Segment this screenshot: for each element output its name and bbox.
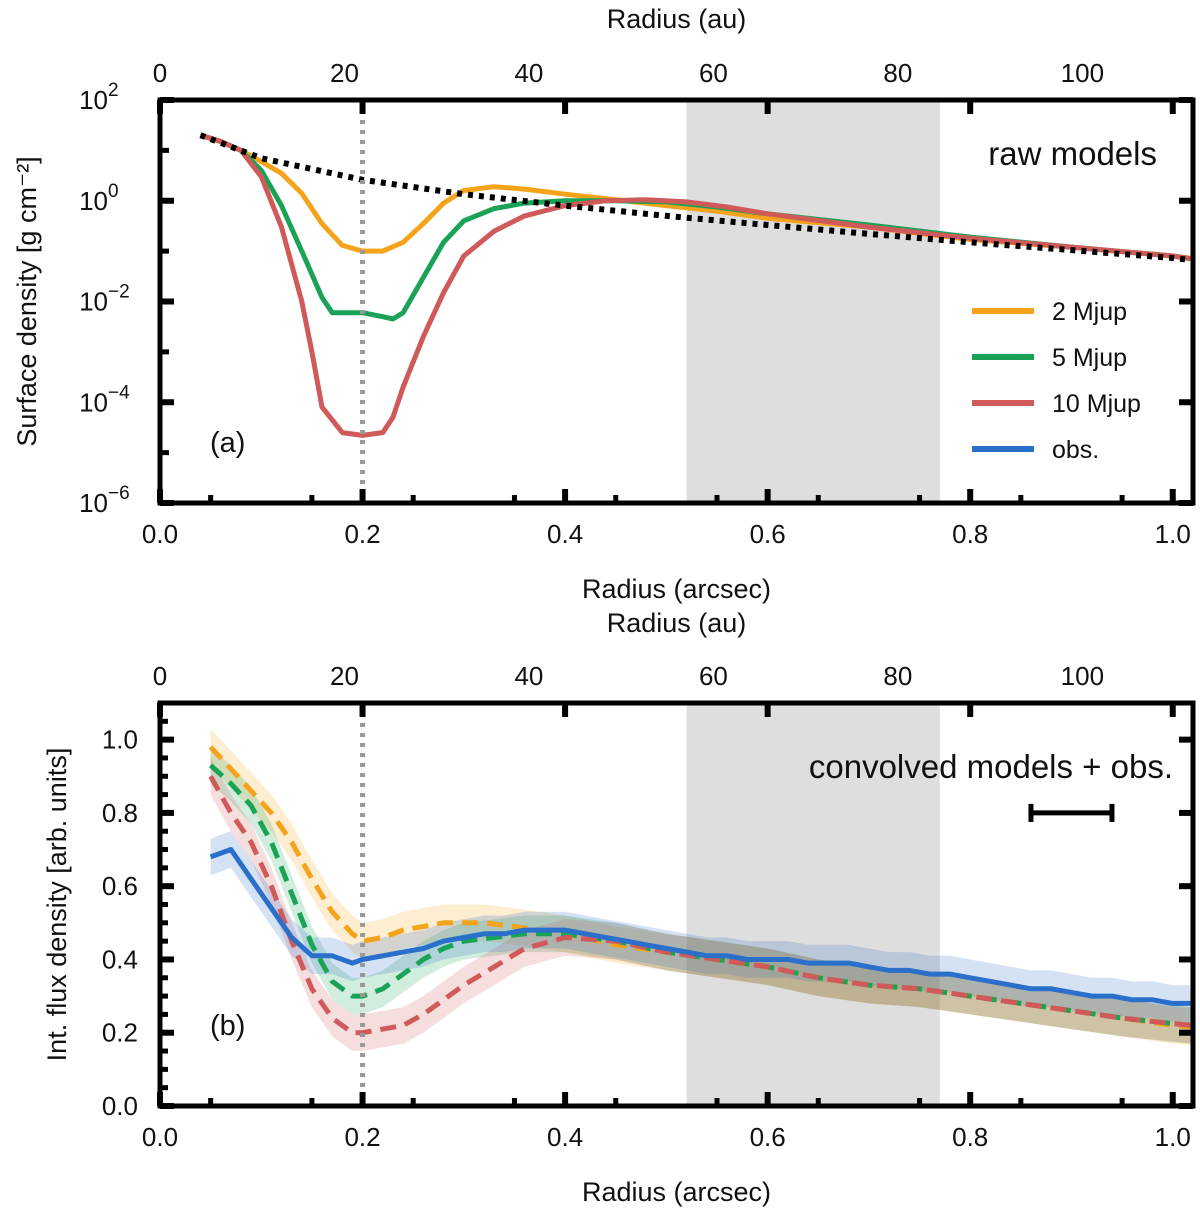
shaded-region <box>686 100 940 503</box>
panel-annotation: raw models <box>988 135 1157 172</box>
y-tick-exponent: −4 <box>108 382 130 403</box>
y-tick-exponent: 0 <box>108 181 119 202</box>
series-line <box>208 745 1194 1030</box>
y-tick-label: 0.4 <box>102 944 138 974</box>
y-axis-label: Surface density [g cm⁻²] <box>12 156 42 446</box>
series-line <box>208 763 1194 1028</box>
x2-tick-label: 0 <box>153 58 167 88</box>
x-tick-label: 0.8 <box>952 1122 988 1152</box>
plot-frame <box>157 700 1196 1109</box>
y-tick-label: 10 <box>79 186 108 216</box>
x2-tick-label: 20 <box>330 661 359 691</box>
y-tick-label: 10 <box>79 387 108 417</box>
panel-annotation: convolved models + obs. <box>809 748 1173 785</box>
x2-tick-label: 100 <box>1061 58 1104 88</box>
y-tick-label: 10 <box>79 488 108 518</box>
x2-tick-label: 40 <box>514 661 543 691</box>
y-tick-label: 0.8 <box>102 798 138 828</box>
y-tick-label: 0.0 <box>102 1091 138 1121</box>
uncertainty-band <box>210 758 1194 1051</box>
y-tick-label: 0.6 <box>102 871 138 901</box>
x-tick-label: 1.0 <box>1155 1122 1191 1152</box>
series-line <box>209 847 1193 1006</box>
x2-axis-label: Radius (au) <box>607 4 747 34</box>
x2-tick-label: 100 <box>1061 661 1104 691</box>
x-tick-label: 0.6 <box>750 519 786 549</box>
x2-tick-label: 80 <box>883 661 912 691</box>
x-axis-label: Radius (arcsec) <box>582 1177 771 1207</box>
legend-label: obs. <box>1052 436 1099 464</box>
y-tick-exponent: −6 <box>108 483 130 504</box>
x2-tick-label: 60 <box>699 661 728 691</box>
y-tick-label: 0.2 <box>102 1018 138 1048</box>
y-axis-label: Int. flux density [arb. units] <box>42 748 72 1062</box>
panel-label: (b) <box>210 1010 245 1042</box>
plot-frame <box>157 97 1196 506</box>
y-tick-label: 10 <box>79 287 108 317</box>
x-tick-label: 0.4 <box>547 1122 583 1152</box>
x-tick-label: 0.4 <box>547 519 583 549</box>
x2-axis-label: Radius (au) <box>607 608 747 638</box>
series-line <box>199 132 1194 438</box>
y-tick-exponent: −2 <box>108 282 130 303</box>
y-tick-exponent: 2 <box>108 80 119 101</box>
x-tick-label: 1.0 <box>1155 519 1191 549</box>
series-line <box>208 775 1194 1036</box>
x2-tick-label: 60 <box>699 58 728 88</box>
panel-label: (a) <box>210 427 245 459</box>
x-tick-label: 0.6 <box>750 1122 786 1152</box>
shaded-region <box>686 703 940 1106</box>
x-tick-label: 0.2 <box>344 519 380 549</box>
x-tick-label: 0.0 <box>142 1122 178 1152</box>
x-tick-label: 0.2 <box>344 1122 380 1152</box>
x2-tick-label: 40 <box>514 58 543 88</box>
x2-tick-label: 0 <box>153 661 167 691</box>
x2-tick-label: 20 <box>330 58 359 88</box>
legend-label: 5 Mjup <box>1052 344 1127 372</box>
legend-label: 10 Mjup <box>1052 390 1141 418</box>
x-tick-label: 0.8 <box>952 519 988 549</box>
legend-label: 2 Mjup <box>1052 298 1127 326</box>
legend: 2 Mjup 5 Mjup 10 Mjup obs. <box>972 298 1141 464</box>
panel-b: 0.0 0.2 0.4 0.6 0.8 1.0 0 20 40 60 80 100 0.0 0.2 0.4 0… <box>42 608 1196 1207</box>
x2-tick-label: 80 <box>883 58 912 88</box>
x-axis-label: Radius (arcsec) <box>582 574 771 604</box>
y-tick-label: 10 <box>79 85 108 115</box>
y-tick-label: 1.0 <box>102 725 138 755</box>
x-tick-label: 0.0 <box>142 519 178 549</box>
